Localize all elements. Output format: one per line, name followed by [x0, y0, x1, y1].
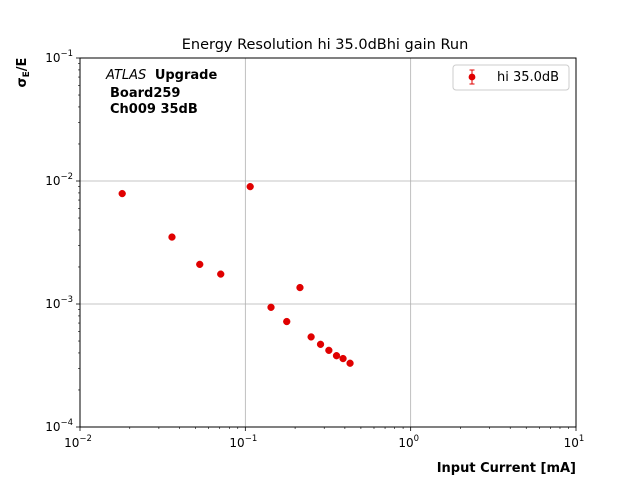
y-tick-label: 10−4 [45, 418, 73, 434]
y-axis-label: σE/E [15, 58, 32, 88]
data-point [196, 260, 204, 269]
legend-marker [468, 69, 476, 85]
x-tick-label: 101 [564, 434, 585, 450]
x-tick-label: 100 [398, 434, 419, 450]
data-point [296, 283, 304, 292]
axes: 10−2 10−1 100 101 10−4 10−3 10−2 10−1 [45, 49, 584, 450]
y-tick-label: 10−2 [45, 172, 73, 188]
data-point [267, 303, 275, 311]
chart-title: Energy Resolution hi 35.0dBhi gain Run [182, 37, 469, 53]
annotation-board: Board259 [110, 86, 180, 101]
grid [80, 58, 576, 427]
data-point [346, 359, 354, 367]
data-point [307, 333, 315, 341]
data-points [118, 182, 354, 367]
legend-point [468, 73, 476, 81]
plot-frame [79, 57, 577, 428]
data-point [118, 189, 126, 198]
legend: hi 35.0dB [452, 64, 570, 91]
y-axis-label-text: σE/E [15, 58, 32, 88]
x-axis-label: Input Current [mA] [437, 461, 576, 476]
y-tick-label: 10−3 [45, 295, 73, 311]
atlas-annotation: ATLAS Upgrade Board259 Ch009 35dB [105, 68, 217, 117]
y-tick-label: 10−1 [45, 49, 73, 65]
annotation-atlas: ATLAS [105, 68, 146, 83]
svg-text:ATLAS Upgrade: ATLAS Upgrade [105, 68, 217, 83]
data-point [339, 354, 347, 363]
legend-label: hi 35.0dB [497, 70, 559, 85]
data-point [332, 352, 341, 360]
data-point [217, 270, 225, 278]
annotation-channel: Ch009 35dB [110, 102, 198, 117]
data-point [168, 233, 176, 241]
legend-box [452, 64, 570, 91]
data-point [316, 340, 325, 348]
data-point [325, 346, 333, 354]
x-tick-label: 10−1 [229, 434, 257, 450]
x-tick-label: 10−2 [64, 434, 92, 450]
annotation-upgrade: Upgrade [155, 68, 218, 83]
data-point [283, 317, 291, 326]
data-point [246, 182, 254, 191]
